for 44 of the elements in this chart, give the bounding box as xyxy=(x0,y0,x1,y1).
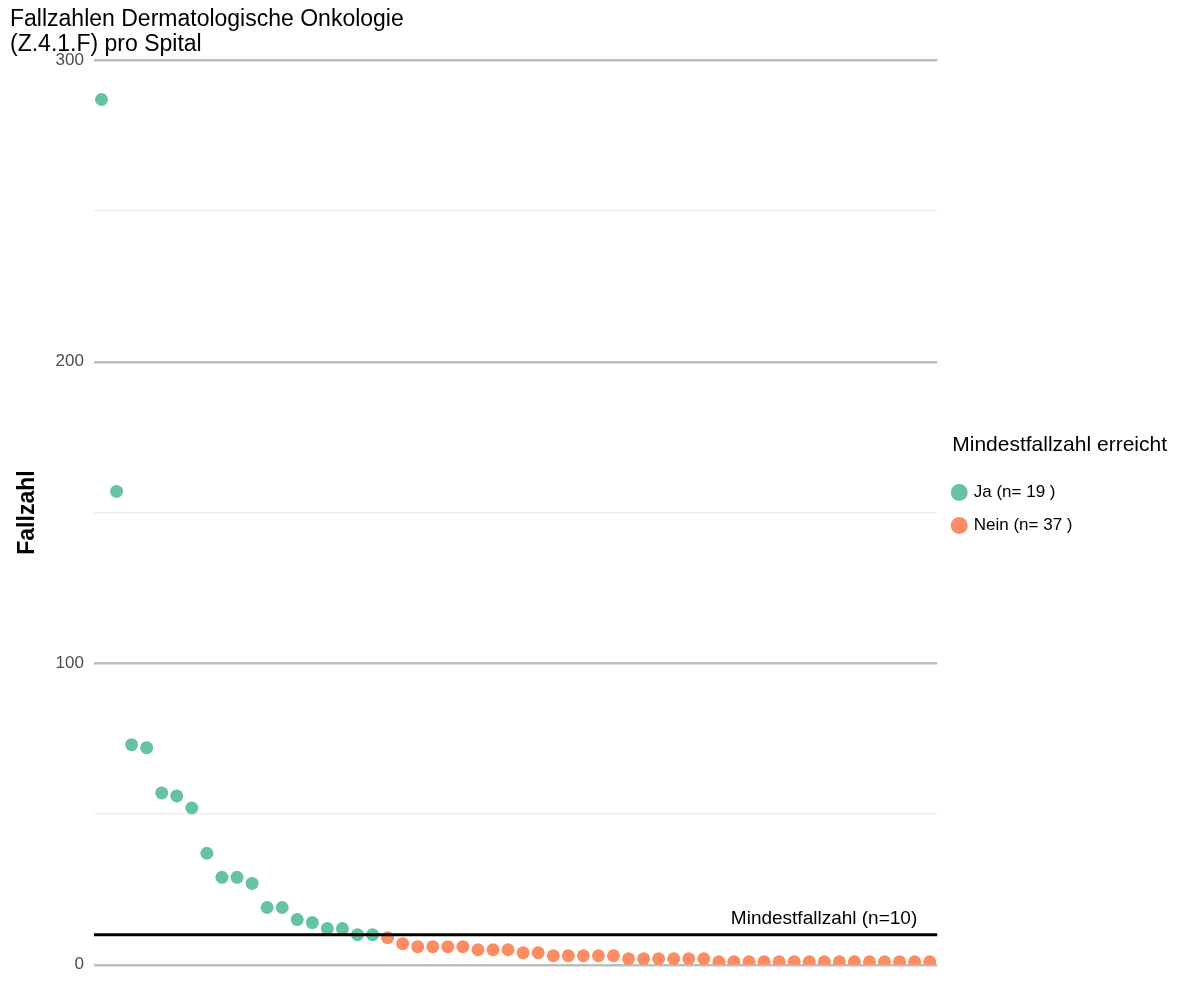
point xyxy=(185,801,199,815)
y-tick-label: 100 xyxy=(55,652,84,672)
point xyxy=(260,901,274,915)
point xyxy=(125,738,139,752)
point xyxy=(215,870,229,884)
point xyxy=(531,946,545,960)
y-tick-label: 0 xyxy=(74,954,84,974)
point xyxy=(456,940,470,954)
point xyxy=(561,949,575,963)
point xyxy=(516,946,530,960)
point xyxy=(245,876,259,890)
point xyxy=(606,949,620,963)
point xyxy=(396,937,410,951)
point xyxy=(140,741,154,755)
legend-label: Ja (n= 19 ) xyxy=(973,482,1056,502)
point xyxy=(94,93,108,106)
y-axis-title: Fallzahl xyxy=(13,470,40,555)
legend-title: Mindestfallzahl erreicht xyxy=(952,432,1168,456)
point xyxy=(305,916,319,930)
point xyxy=(471,943,485,957)
point xyxy=(652,952,666,965)
point xyxy=(441,940,455,954)
point xyxy=(230,870,244,884)
point xyxy=(697,952,711,965)
point xyxy=(667,952,681,965)
point xyxy=(637,952,651,965)
point xyxy=(501,943,515,957)
point xyxy=(622,952,636,965)
point xyxy=(170,789,184,803)
point xyxy=(486,943,500,957)
point xyxy=(110,484,124,498)
ref-line-label: Mindestfallzahl (n=10) xyxy=(730,907,918,929)
legend-label: Nein (n= 37 ) xyxy=(973,515,1073,535)
point xyxy=(426,940,440,954)
point xyxy=(155,786,169,800)
point xyxy=(275,901,289,915)
point xyxy=(200,846,214,860)
point xyxy=(591,949,605,963)
point xyxy=(546,949,560,963)
point xyxy=(682,952,696,965)
point xyxy=(411,940,425,954)
point xyxy=(290,913,304,927)
y-tick-label: 200 xyxy=(55,351,84,371)
point xyxy=(576,949,590,963)
